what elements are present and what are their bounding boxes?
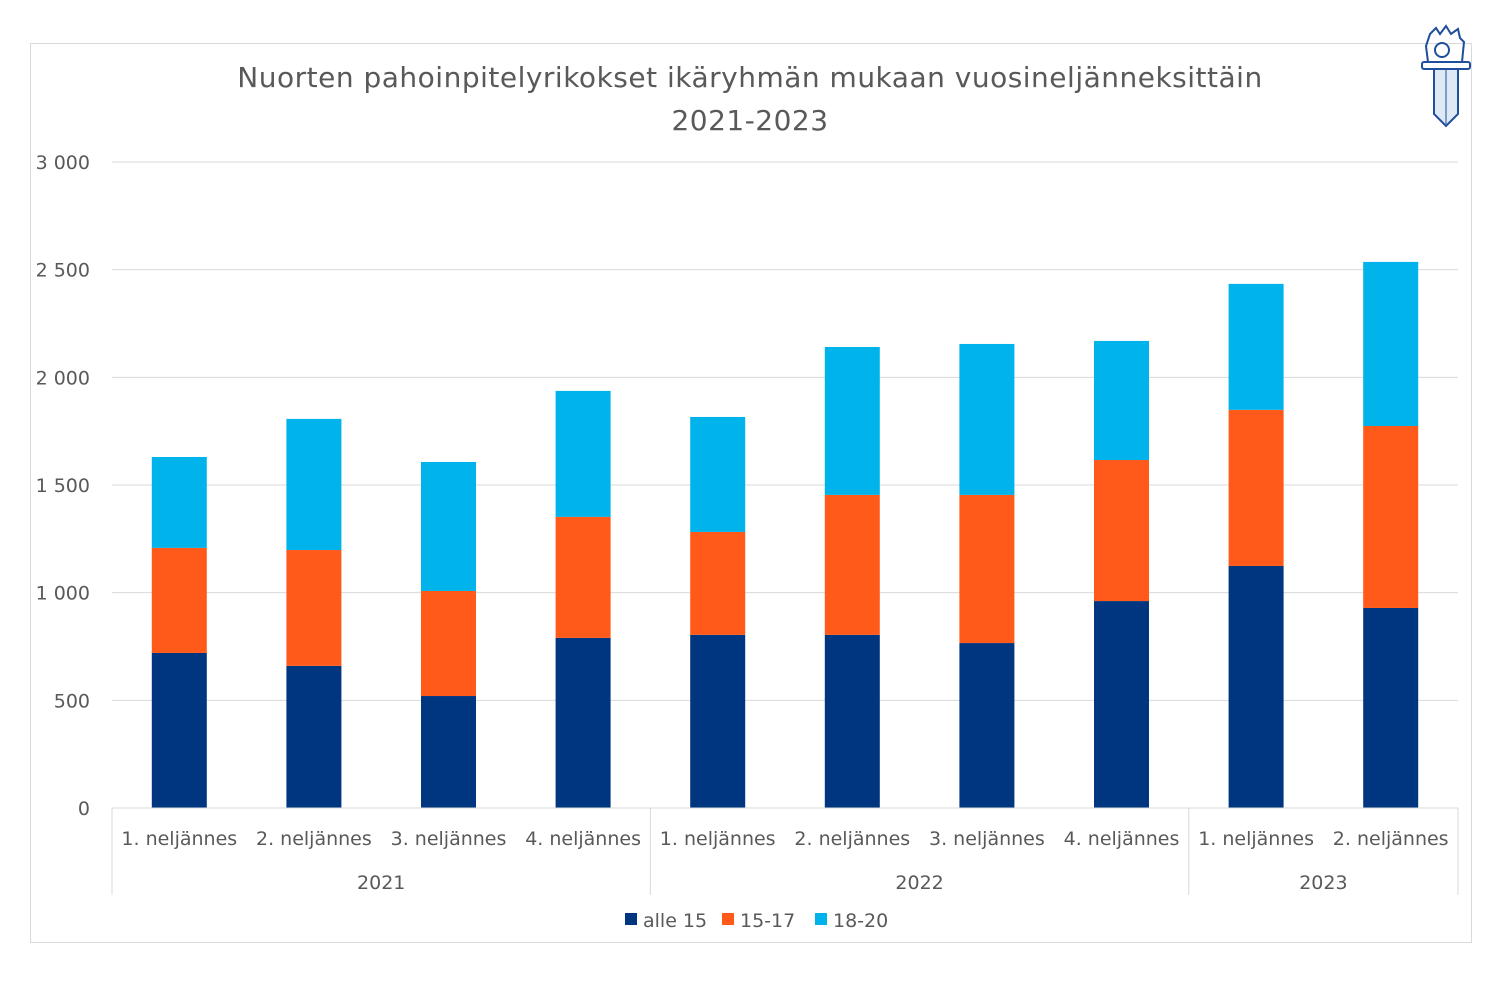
bar-segment <box>824 494 880 635</box>
x-tick-label: 1. neljännes <box>660 828 776 850</box>
y-tick-label: 1 000 <box>36 583 90 605</box>
x-tick-label: 4. neljännes <box>1064 828 1180 850</box>
x-tick-label: 2. neljännes <box>1333 828 1449 850</box>
bar-segment <box>1363 425 1419 608</box>
x-tick-label: 1. neljännes <box>1198 828 1314 850</box>
bar-segment <box>1094 460 1149 602</box>
legend-label: 15-17 <box>740 910 795 932</box>
x-tick-label: 3. neljännes <box>929 828 1045 850</box>
y-tick-label: 3 000 <box>36 152 90 174</box>
bar-segment <box>421 590 476 697</box>
x-group-label: 2021 <box>357 872 405 894</box>
bar-segment <box>151 652 207 808</box>
legend-label: alle 15 <box>643 910 707 932</box>
x-tick-label: 1. neljännes <box>121 828 237 850</box>
y-tick-label: 0 <box>78 798 90 820</box>
x-group-label: 2022 <box>895 872 943 894</box>
x-tick-label: 2. neljännes <box>794 828 910 850</box>
title-line-1: Nuorten pahoinpitelyrikokset ikäryhmän m… <box>237 61 1263 94</box>
y-tick-label: 2 500 <box>36 260 90 282</box>
bar-segment <box>1363 607 1419 808</box>
bar-segment <box>286 665 342 808</box>
bar-segment <box>1228 283 1284 410</box>
y-tick-label: 1 500 <box>36 475 90 497</box>
y-tick-label: 2 000 <box>36 367 90 389</box>
bar-segment <box>824 346 880 495</box>
x-tick-label: 3. neljännes <box>391 828 507 850</box>
police-emblem-icon <box>1421 24 1471 128</box>
bar-segment <box>1228 409 1284 566</box>
y-tick-label: 500 <box>54 690 90 712</box>
bar-segment <box>1094 340 1149 461</box>
bar-segment <box>690 634 746 808</box>
x-tick-label: 2. neljännes <box>256 828 372 850</box>
bar-segment <box>1228 565 1284 808</box>
chart-title: Nuorten pahoinpitelyrikokset ikäryhmän m… <box>150 56 1350 142</box>
x-group-label: 2023 <box>1299 872 1347 894</box>
bar-segment <box>555 516 611 638</box>
bar-segment <box>555 390 611 517</box>
bar-segment <box>421 461 476 591</box>
bar-segment <box>959 643 1015 808</box>
bar-segment <box>286 550 342 666</box>
bar-segment <box>690 531 746 635</box>
legend-label: 18-20 <box>833 910 888 932</box>
bar-segment <box>959 343 1015 495</box>
bar-segment <box>555 637 611 808</box>
x-tick-label: 4. neljännes <box>525 828 641 850</box>
legend-swatch <box>815 913 827 925</box>
bar-segment <box>1094 601 1149 808</box>
bar-segment <box>151 457 207 548</box>
bar-segment <box>690 416 746 532</box>
bar-segment <box>151 547 207 653</box>
bar-segment <box>421 696 476 808</box>
bar-segment <box>286 418 342 551</box>
legend-swatch <box>625 913 637 925</box>
bar-segment <box>824 634 880 808</box>
chart-frame <box>30 43 1472 943</box>
legend-swatch <box>722 913 734 925</box>
bar-segment <box>1363 261 1419 426</box>
title-line-2: 2021-2023 <box>671 104 829 137</box>
bar-segment <box>959 494 1015 644</box>
